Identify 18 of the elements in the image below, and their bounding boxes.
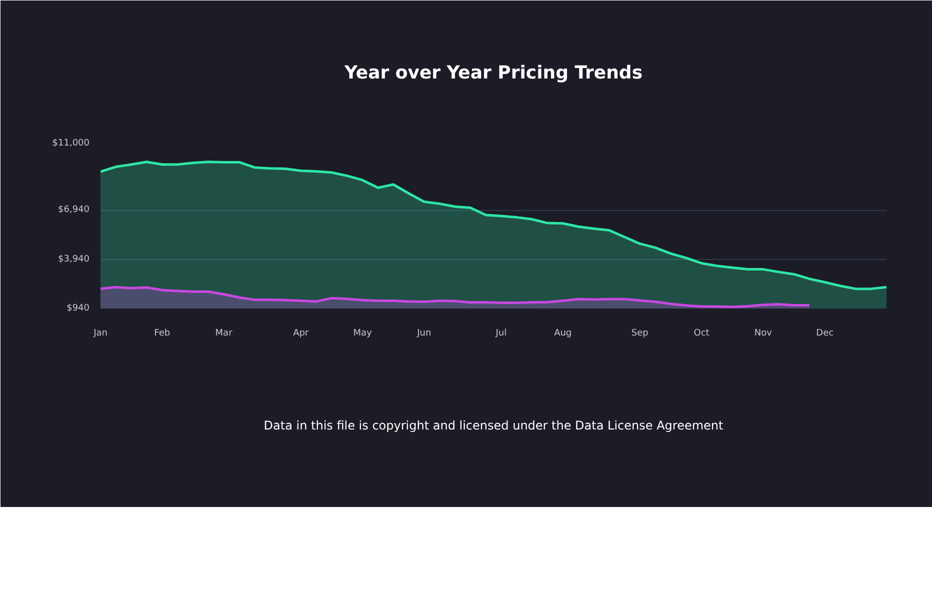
y-tick-label: $6,940 [58, 205, 90, 216]
x-tick-label: Feb [154, 328, 170, 338]
x-tick-label: Jun [416, 328, 432, 338]
y-tick-label: $11,000 [52, 138, 90, 148]
x-tick-label: Jul [494, 328, 507, 338]
y-tick-label: $3,940 [58, 254, 90, 264]
x-tick-label: May [353, 328, 372, 338]
y-tick-label: $940 [66, 304, 90, 314]
x-tick-label: Nov [754, 328, 773, 338]
x-tick-label: Dec [816, 328, 834, 338]
x-tick-label: Aug [554, 328, 572, 338]
x-tick-label: Sep [631, 328, 649, 338]
x-tick-label: Oct [694, 328, 710, 338]
x-tick-label: Jan [92, 328, 108, 338]
x-tick-label: Apr [293, 328, 309, 338]
text: Data in this file is copyright and licensed under the Data License Agreement [264, 418, 724, 432]
chart-title: Year over Year Pricing Trends [343, 62, 643, 84]
x-tick-label: Mar [215, 328, 233, 338]
